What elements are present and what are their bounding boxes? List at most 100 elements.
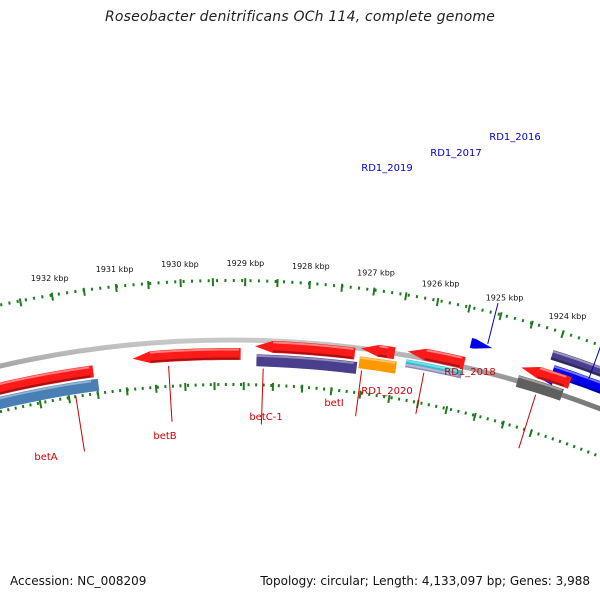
scale-major-tick — [498, 312, 503, 321]
minor-tick — [593, 341, 597, 346]
minor-tick — [513, 316, 517, 321]
gene-rd1-2020 — [407, 348, 466, 369]
minor-tick — [41, 295, 44, 299]
beta-leader — [75, 396, 86, 452]
gene-betc-1-navy-body — [256, 354, 358, 374]
gene-rd1-2018-red-shadow — [537, 376, 564, 387]
minor-tick — [586, 450, 590, 454]
minor-tick — [529, 321, 533, 325]
minor-tick — [51, 398, 55, 403]
minor-tick — [423, 296, 427, 300]
minor-tick — [577, 336, 581, 340]
minor-tick — [537, 323, 541, 327]
minor-tick — [464, 411, 468, 415]
lower-major-tick — [300, 384, 304, 393]
beta-label: betA — [34, 452, 57, 463]
betb-leader — [168, 365, 173, 422]
minor-tick — [397, 397, 401, 401]
minor-tick — [432, 297, 435, 302]
rd1-2019-leader — [487, 303, 499, 344]
gene-rd1-2017-shadow — [551, 374, 600, 394]
minor-tick — [405, 398, 408, 403]
minor-tick — [551, 437, 555, 441]
scale-minor-major-tick — [467, 304, 472, 313]
minor-tick — [500, 421, 504, 425]
minor-tick — [412, 400, 416, 404]
gene-betb — [132, 348, 241, 364]
scale-label: 1926 kbp — [422, 279, 460, 288]
scale-label: 1931 kbp — [96, 265, 134, 274]
gene-rd1-2017-highlight — [553, 365, 600, 384]
minor-tick — [521, 318, 525, 323]
scale-minor-major-tick — [147, 280, 150, 290]
gene-betb-shadow — [150, 357, 239, 363]
gene-rd1-2020-cyan-highlight — [405, 359, 459, 373]
gene-beta — [0, 365, 94, 395]
minor-tick — [569, 333, 573, 337]
minor-tick — [32, 296, 36, 300]
minor-tick — [449, 407, 453, 412]
minor-tick — [456, 302, 460, 307]
scale-major-tick — [50, 292, 54, 301]
gene-rd1-2020-shadow — [424, 358, 461, 368]
scale-label: 1927 kbp — [357, 269, 395, 278]
gene-beti-highlight — [359, 356, 396, 364]
lower-major-tick — [329, 387, 333, 396]
accession-text: Accession: NC_008209 — [10, 574, 147, 588]
scale-label: 1929 kbp — [227, 259, 265, 268]
minor-tick — [21, 404, 25, 409]
minor-tick — [24, 298, 28, 302]
minor-tick — [473, 306, 476, 310]
minor-tick — [457, 409, 460, 414]
gene-rd1-2020-highlight — [426, 349, 463, 359]
gene-rd1-2018 — [515, 375, 564, 401]
beti-label: betI — [324, 398, 343, 409]
minor-tick — [585, 338, 589, 343]
lower-major-tick — [125, 387, 129, 396]
minor-tick — [14, 406, 17, 410]
minor-tick — [16, 299, 19, 304]
gene-rd1-2017 — [550, 365, 600, 394]
minor-tick — [553, 328, 557, 332]
minor-tick — [44, 400, 47, 404]
lower-major-tick — [38, 400, 43, 409]
minor-tick — [481, 308, 484, 312]
rd1-2020-label: RD1_2020 — [361, 386, 412, 397]
scale-major-tick — [435, 297, 440, 307]
minor-tick — [522, 427, 526, 432]
gene-beta-steel-highlight — [0, 380, 92, 400]
gene-rd1-2018-red — [521, 367, 572, 389]
gene-beta-steel — [0, 378, 100, 410]
minor-tick — [515, 425, 519, 429]
minor-tick — [558, 439, 562, 444]
minor-tick — [420, 401, 423, 405]
genome-summary-text: Topology: circular; Length: 4,133,097 bp… — [260, 574, 590, 588]
minor-tick — [0, 303, 3, 307]
minor-tick — [489, 310, 492, 314]
minor-tick — [572, 444, 576, 449]
gene-beta-shadow — [0, 375, 91, 395]
scale-label: 1924 kbp — [549, 312, 587, 321]
scale-label: 1932 kbp — [31, 274, 69, 283]
lower-major-tick — [472, 412, 477, 422]
scale-major-tick — [114, 283, 118, 293]
minor-tick — [29, 403, 32, 407]
minor-tick — [440, 299, 443, 303]
rd1-2017-label: RD1_2017 — [430, 148, 481, 159]
minor-tick — [36, 401, 40, 406]
gene-rd1-2016 — [550, 350, 600, 377]
minor-tick — [6, 408, 10, 412]
rd1-2018-leader — [518, 394, 537, 449]
gene-rd1-2016-shadow — [550, 357, 600, 377]
rd1-2017-leader — [588, 346, 600, 380]
gene-betc-1-navy-highlight — [256, 354, 354, 365]
gene-beta-highlight — [0, 366, 90, 386]
minor-tick — [427, 403, 431, 407]
gene-beti — [358, 356, 397, 374]
lower-major-tick — [67, 395, 71, 404]
gene-rd1-2018-highlight — [518, 375, 562, 392]
minor-tick — [537, 432, 540, 436]
gene-beti-red — [360, 344, 396, 360]
scale-label: 1930 kbp — [161, 260, 199, 269]
